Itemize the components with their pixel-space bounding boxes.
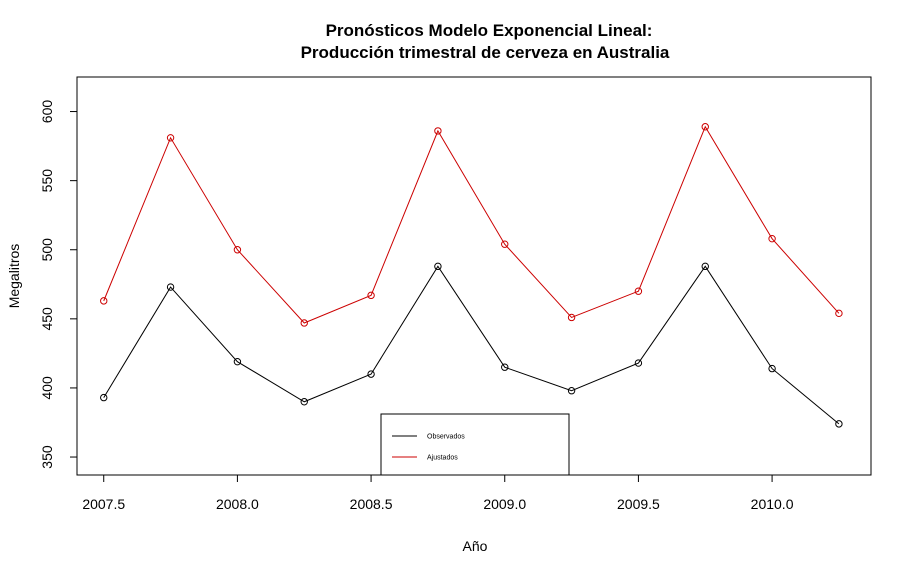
data-point-observados xyxy=(701,262,709,271)
data-point-ajustados xyxy=(166,134,175,142)
x-tick-label: 2008.5 xyxy=(350,496,393,512)
data-point-observados xyxy=(567,387,576,395)
y-tick-label: 550 xyxy=(39,169,55,193)
data-point-observados xyxy=(434,262,442,271)
data-point-ajustados xyxy=(501,240,509,248)
data-point-ajustados xyxy=(233,246,242,254)
data-point-observados xyxy=(768,364,776,373)
data-point-observados xyxy=(835,420,843,428)
x-tick-label: 2009.0 xyxy=(483,496,526,512)
y-tick-label: 500 xyxy=(39,238,55,262)
chart-title: Pronósticos Modelo Exponencial Lineal: xyxy=(326,21,653,40)
data-point-observados xyxy=(166,283,175,291)
data-point-ajustados xyxy=(434,127,442,135)
data-point-ajustados xyxy=(634,287,643,295)
x-tick-label: 2010.0 xyxy=(751,496,794,512)
y-axis: 350 400 450 500 550 600 xyxy=(39,100,78,469)
data-point-ajustados xyxy=(300,319,308,327)
x-tick-label: 2009.5 xyxy=(617,496,660,512)
data-point-observados xyxy=(367,370,375,378)
data-point-observados xyxy=(634,359,643,367)
legend-label-observados: Observados xyxy=(427,434,465,441)
x-tick-label: 2007.5 xyxy=(82,496,125,512)
data-point-ajustados xyxy=(367,291,375,300)
x-axis-label: Año xyxy=(463,538,488,554)
data-point-observados xyxy=(300,398,308,406)
legend-label-ajustados: Ajustados xyxy=(427,455,458,462)
chart-subtitle: Producción trimestral de cerveza en Aust… xyxy=(301,43,670,62)
data-point-observados xyxy=(100,393,108,402)
data-point-ajustados xyxy=(701,123,709,131)
data-point-ajustados xyxy=(100,297,108,305)
series-line-observados xyxy=(103,265,840,425)
x-tick-label: 2008.0 xyxy=(216,496,259,512)
series-layer xyxy=(100,123,843,428)
y-tick-label: 600 xyxy=(39,100,55,124)
data-point-ajustados xyxy=(835,309,843,318)
legend-box xyxy=(380,413,570,476)
y-tick-label: 400 xyxy=(39,376,55,400)
data-point-observados xyxy=(233,357,242,366)
series-line-ajustados xyxy=(103,125,840,324)
x-axis: 2007.5 2008.0 2008.5 2009.0 2009.5 2010.0 xyxy=(82,474,794,512)
data-point-observados xyxy=(501,363,509,371)
data-point-ajustados xyxy=(768,234,776,243)
y-tick-label: 350 xyxy=(39,445,55,469)
y-tick-label: 450 xyxy=(39,307,55,331)
legend: Observados Ajustados xyxy=(380,413,570,476)
data-point-ajustados xyxy=(567,313,576,322)
y-axis-label: Megalitros xyxy=(6,244,22,309)
